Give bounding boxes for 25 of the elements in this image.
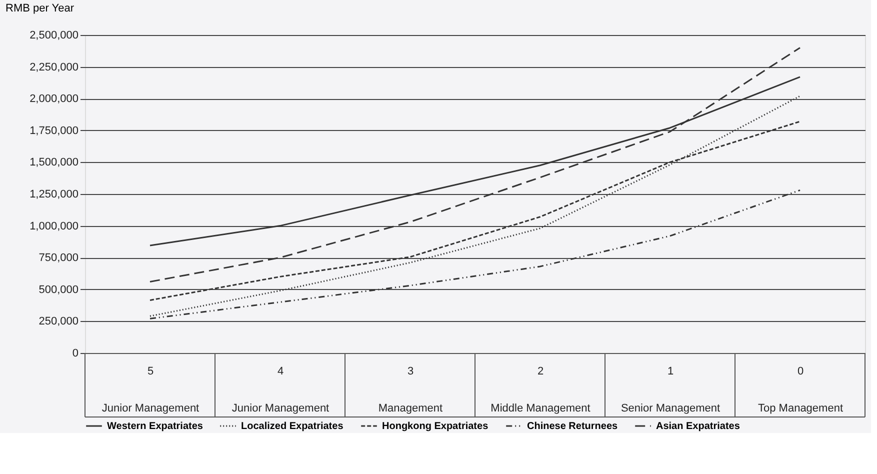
y-tick-label: 1,500,000 [30, 156, 78, 169]
y-tick-label: 2,000,000 [30, 93, 78, 106]
y-tick-label: 1,000,000 [30, 220, 78, 232]
category-label: 4 Junior Management [232, 366, 330, 414]
legend-label: Asian Expatriates [656, 421, 740, 432]
y-tick-label: 0 [72, 348, 78, 360]
line-series [149, 46, 801, 283]
legend-label: Hongkong Expatriates [382, 421, 489, 432]
legend-label: Western Expatriates [107, 421, 204, 432]
y-tick-label: 1,250,000 [30, 188, 78, 200]
legend-label: Localized Expatriates [241, 421, 344, 432]
category-label: 3 Management [378, 366, 443, 414]
y-tick-label: 1,750,000 [30, 124, 78, 137]
category-label: 1 Senior Management [620, 366, 720, 414]
line-series [149, 95, 801, 317]
legend-label: Chinese Returnees [527, 421, 618, 432]
category-label: 0 Top Management [758, 366, 843, 414]
y-tick-label: 2,250,000 [30, 61, 78, 74]
y-tick-label: 500,000 [38, 284, 78, 296]
category-label: 2 Middle Management [490, 366, 590, 414]
category-label: 5 Junior Management [102, 366, 200, 414]
y-tick-label: 2,500,000 [30, 30, 78, 42]
y-tick-label: 750,000 [38, 252, 78, 264]
y-axis-title: RMB per Year [6, 2, 74, 14]
y-tick-label: 250,000 [38, 316, 78, 328]
